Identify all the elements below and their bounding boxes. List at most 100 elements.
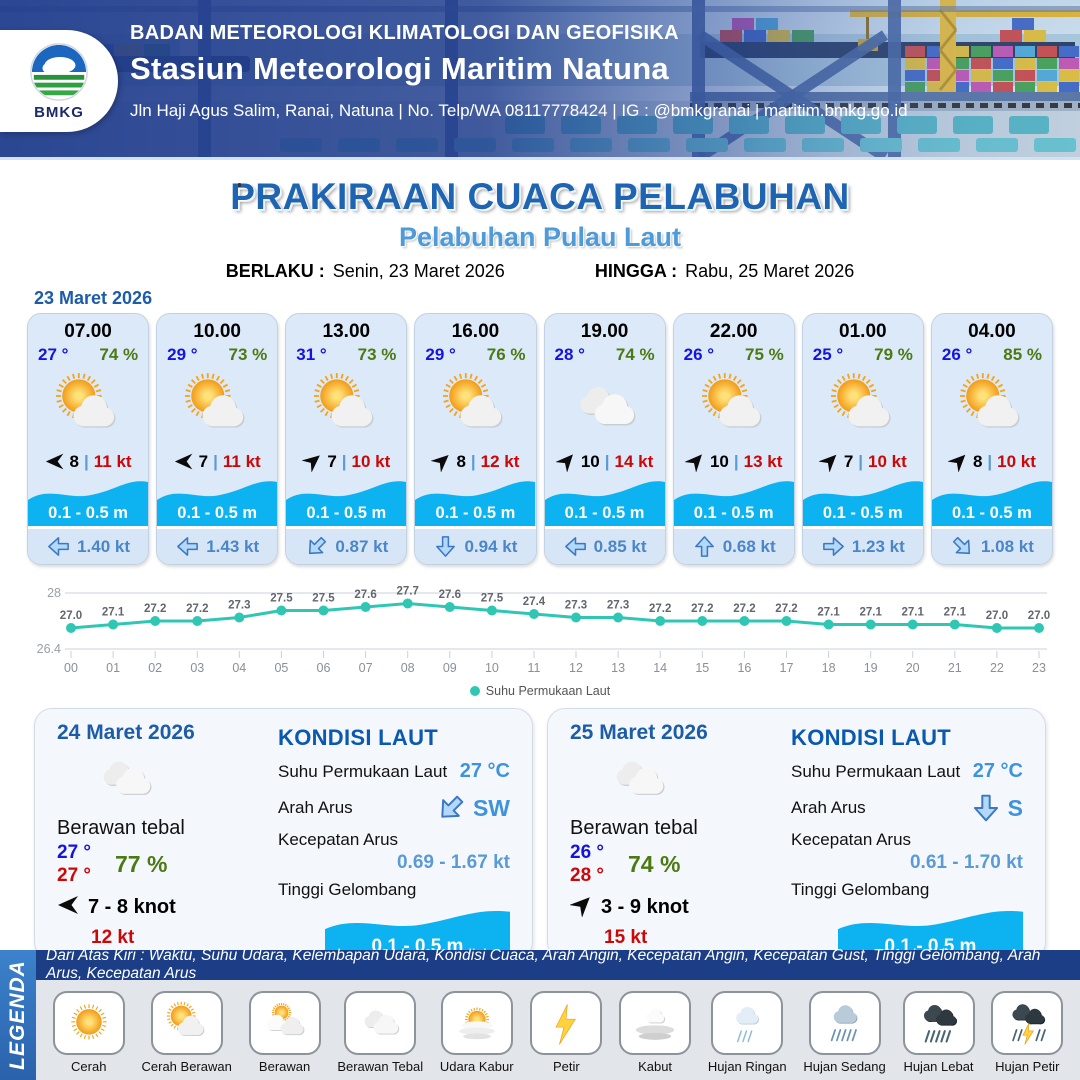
sea-conditions-heading: KONDISI LAUT [278, 725, 439, 750]
svg-text:27.1: 27.1 [860, 607, 883, 619]
current-speed: 1.43 kt [206, 536, 260, 556]
wind-speed: 7 [327, 451, 337, 471]
wave-height-band: 0.1 - 0.5 m [544, 476, 665, 527]
wind-speed: 8 [69, 451, 79, 471]
svg-text:10: 10 [485, 661, 499, 675]
current-direction-icon [433, 534, 458, 559]
harbor-illustration [0, 0, 1080, 157]
legend-item: Berawan [248, 991, 321, 1074]
chart-legend: Suhu Permukaan Laut [0, 684, 1080, 698]
weather-icon [157, 366, 277, 448]
wind-gust: 10 kt [351, 451, 391, 471]
legend-item: Kabut [619, 991, 692, 1074]
weather-icon [803, 366, 923, 448]
daily-condition: Berawan tebal [570, 817, 698, 839]
svg-text:01: 01 [106, 661, 120, 675]
legend-label: Hujan Ringan [707, 1059, 787, 1074]
svg-text:27.1: 27.1 [944, 607, 967, 619]
wind-row: 7 | 10 kt [803, 448, 923, 476]
svg-text:08: 08 [401, 661, 415, 675]
wind-speed: 10 [580, 451, 600, 471]
card-time: 16.00 [451, 321, 500, 342]
svg-text:22: 22 [990, 661, 1004, 675]
current-direction-icon [692, 534, 717, 559]
card-humidity: 74 % [615, 344, 655, 364]
wave-height: 0.1 - 0.5 m [693, 504, 774, 523]
svg-text:27.5: 27.5 [270, 593, 293, 605]
card-time: 13.00 [322, 321, 371, 342]
wind-speed: 10 [709, 451, 729, 471]
hourly-forecast-card: 01.00 25 ° 79 % 7 | 10 kt 0.1 - 0.5 m 1.… [801, 313, 924, 565]
hourly-forecast-card: 07.00 27 ° 74 % 8 | 11 kt 0.1 - 0.5 m 1.… [27, 313, 150, 565]
card-temperature: 29 ° [167, 344, 198, 364]
current-row: 0.94 kt [415, 526, 536, 564]
current-speed-label: Kecepatan Arus [278, 830, 399, 849]
legend-weather-icon [902, 991, 975, 1055]
sst-value: 27 °C [972, 760, 1023, 782]
sea-current-direction-icon [970, 792, 1002, 824]
svg-text:27.2: 27.2 [775, 603, 797, 615]
svg-text:20: 20 [906, 661, 920, 675]
bmkg-logo: BMKG [0, 30, 118, 132]
wind-row: 10 | 13 kt [674, 448, 794, 476]
wave-height: 0.1 - 0.5 m [48, 504, 128, 523]
daily-temp-min: 27 ° [57, 842, 92, 863]
svg-text:27.1: 27.1 [902, 607, 925, 619]
wind-direction-icon [302, 451, 323, 473]
current-direction-icon [304, 534, 329, 559]
hourly-forecast-card: 10.00 29 ° 73 % 7 | 11 kt 0.1 - 0.5 m 1.… [156, 313, 279, 565]
station-contact: Jln Haji Agus Salim, Ranai, Natuna | No.… [130, 101, 908, 120]
wave-height-band: 0.1 - 0.5 m [415, 476, 536, 527]
svg-text:05: 05 [274, 661, 288, 675]
wind-gust: 13 kt [743, 451, 783, 471]
wind-direction-icon [947, 451, 969, 473]
legend-label: Hujan Sedang [803, 1059, 886, 1074]
wind-separator: | [858, 451, 864, 471]
svg-text:27.0: 27.0 [60, 610, 82, 622]
legend-label: Hujan Lebat [903, 1059, 974, 1074]
hourly-cards-row: 07.00 27 ° 74 % 8 | 11 kt 0.1 - 0.5 m 1.… [0, 313, 1080, 565]
weather-icon [415, 366, 535, 448]
legend-weather-icon [344, 991, 417, 1055]
card-temperature: 27 ° [38, 344, 69, 364]
daily-weather-icon [588, 747, 698, 813]
wave-height-label: Tinggi Gelombang [278, 880, 417, 899]
current-direction-icon [563, 534, 588, 559]
svg-text:14: 14 [653, 661, 667, 675]
legend-label: Cerah [71, 1059, 107, 1074]
wind-row: 8 | 12 kt [415, 448, 535, 476]
sst-chart: 26.4 28 27.0 00 27.1 01 27.2 02 27.2 03 … [25, 571, 1055, 682]
current-direction-label: Arah Arus [278, 798, 353, 817]
legend-label: Hujan Petir [995, 1059, 1060, 1074]
svg-text:23: 23 [1032, 661, 1046, 675]
wind-row: 10 | 14 kt [545, 448, 665, 476]
svg-text:27.4: 27.4 [523, 596, 546, 608]
sea-conditions-heading: KONDISI LAUT [791, 725, 952, 750]
svg-text:27.3: 27.3 [228, 600, 250, 612]
legend-weather-icon [619, 991, 692, 1055]
daily-date: 25 Maret 2026 [570, 721, 708, 744]
legend-item: Udara Kabur [440, 991, 514, 1074]
svg-text:04: 04 [232, 661, 246, 675]
wind-gust: 11 kt [93, 451, 132, 471]
wave-height-band: 0.1 - 0.5 m [28, 476, 149, 527]
wind-separator: | [213, 451, 218, 471]
daily-temp-max: 28 ° [570, 865, 605, 886]
wave-height: 0.1 - 0.5 m [564, 504, 645, 523]
card-time: 19.00 [580, 321, 629, 342]
weather-icon [286, 366, 406, 448]
svg-text:09: 09 [443, 661, 457, 675]
wave-height-band: 0.1 - 0.5 m [157, 476, 278, 527]
daily-weather-icon [75, 747, 185, 813]
legend-weather-icon [991, 991, 1064, 1055]
wind-direction-icon [818, 451, 840, 473]
svg-text:27.2: 27.2 [186, 603, 208, 615]
svg-text:27.6: 27.6 [439, 589, 461, 601]
wind-row: 7 | 11 kt [157, 448, 277, 476]
current-speed: 0.85 kt [593, 536, 647, 556]
valid-from-value: Senin, 23 Maret 2026 [332, 261, 505, 281]
valid-to-label: HINGGA : [594, 261, 678, 281]
current-direction-value: SW [472, 794, 510, 821]
current-speed: 0.87 kt [335, 536, 389, 556]
card-temperature: 29 ° [425, 344, 456, 364]
